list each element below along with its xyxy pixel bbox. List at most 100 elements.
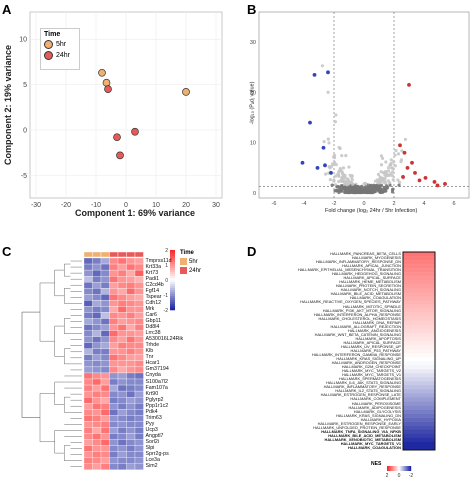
scale-tick-label: 0 [165, 278, 168, 284]
volcano-background-point [336, 172, 340, 176]
volcano-point-up [407, 82, 411, 87]
heatmap-cell [109, 378, 119, 386]
heatmap-cell [117, 276, 127, 283]
column-annotation-24hr [117, 251, 127, 258]
heatmap-cell [126, 288, 136, 295]
scale-bar-segment [170, 308, 175, 311]
heatmap-cell [100, 348, 110, 355]
volcano-point-down [329, 170, 333, 175]
heatmap-cell [134, 300, 144, 307]
heatmap-cell [92, 360, 102, 368]
gene-label: Tmprss11d [145, 257, 172, 264]
heatmap-cell [109, 457, 119, 464]
volcano-background-point [379, 190, 383, 194]
x-tick-label: -4 [302, 201, 307, 207]
nes-cell [403, 441, 435, 447]
volcano-background-point [384, 160, 388, 164]
nes-cell [403, 373, 435, 378]
heatmap-cell [126, 372, 136, 380]
heatmap-cell [126, 445, 136, 452]
nes-cell [403, 320, 435, 325]
x-tick-label: 0 [124, 202, 128, 209]
volcano-background-point [398, 180, 402, 184]
scale-bar-segment [170, 258, 175, 261]
nes-cell [403, 365, 435, 370]
heatmap-cell [83, 282, 93, 289]
volcano-background-point [324, 172, 328, 176]
heatmap-cell [134, 445, 144, 452]
heatmap-cell [100, 342, 110, 349]
heatmap-cell [109, 372, 119, 380]
heatmap-cell [83, 312, 93, 319]
pca-point-24hr [104, 85, 112, 93]
heatmap-cell [92, 457, 102, 464]
volcano-background-point [371, 187, 376, 191]
volcano-background-point [392, 160, 396, 164]
heatmap-cell [134, 409, 144, 416]
pathway-label: HALLMARK_TNFA_SIGNALING_VIA_NFKB [321, 428, 401, 434]
pathway-label: HALLMARK_HEME_METABOLISM [339, 279, 401, 285]
heatmap-cell [126, 318, 136, 325]
heatmap-cell [92, 409, 102, 416]
volcano-background-point [389, 158, 393, 162]
scale-bar-segment [170, 298, 175, 301]
heatmap-cell [109, 288, 119, 295]
scale-bar-segment [170, 294, 175, 297]
nes-cell [403, 385, 435, 390]
heatmap-cell [92, 312, 102, 319]
nes-legend-segment [406, 466, 408, 471]
nes-cell [403, 276, 435, 281]
pathway-label: HALLMARK_UNFOLDED_PROTEIN_RESPONSE [313, 424, 401, 430]
pathway-label: HALLMARK_APICAL_SURFACE [343, 275, 401, 281]
pathway-label: HALLMARK_MYC_TARGETS_V1 [342, 372, 401, 378]
volcano-background-point [383, 188, 387, 192]
volcano-background-point [376, 187, 380, 191]
nes-legend-segment [404, 466, 406, 471]
heatmap-cell [117, 294, 127, 301]
pathway-label: HALLMARK_GLYCOLYSIS [353, 408, 401, 414]
volcano-point-down [312, 72, 317, 77]
heatmap-cell [92, 288, 102, 295]
volcano-background-point [343, 180, 347, 184]
y-tick-label: 20 [250, 90, 256, 96]
volcano-background-point [390, 166, 394, 170]
volcano-background-point [379, 170, 383, 174]
heatmap-cell [126, 378, 136, 386]
volcano-background-point [353, 187, 357, 191]
heatmap-cell [126, 276, 136, 283]
panel-a: A -30 -20 -10 0 10 20 30 10 5 0 -5 Component 1: 69… [0, 0, 235, 235]
gene-label: Cdh12 [145, 299, 162, 306]
volcano-background-point [391, 170, 395, 174]
heatmap-cell [83, 294, 93, 301]
heatmap-cell [92, 300, 102, 307]
pathway-label: HALLMARK_INTERFERON_ALPHA_RESPONSE [313, 311, 401, 317]
volcano-background-point [337, 179, 341, 184]
heatmap-cell [100, 409, 110, 416]
heatmap-cell [134, 263, 144, 271]
heatmap-cell [83, 354, 93, 362]
heatmap-cell [126, 354, 136, 362]
nes-cell [403, 353, 435, 358]
scale-bar-segment [170, 280, 175, 283]
volcano-background-point [397, 183, 401, 187]
heatmap-cell [100, 318, 110, 325]
volcano-background-point [334, 174, 338, 178]
volcano-background-point [379, 179, 384, 183]
heatmap-legend-item: 24hr [180, 267, 201, 274]
heatmap-cell [83, 409, 93, 416]
pathway-label: HALLMARK_APICAL_JUNCTION [342, 263, 401, 269]
volcano-background-point [376, 180, 380, 184]
volcano-background-point [403, 137, 408, 142]
gene-label: Lrrc38 [145, 330, 161, 337]
gene-label: Krt33a [145, 263, 162, 270]
scale-tick-label: -1 [164, 293, 169, 299]
heatmap-cell [100, 282, 110, 289]
volcano-point-up [410, 160, 414, 165]
heatmap-cell [117, 300, 127, 307]
heatmap-cell [117, 306, 127, 313]
heatmap-cell [117, 312, 127, 319]
volcano-background-point [329, 164, 334, 168]
heatmap-cell [117, 257, 127, 265]
volcano-background-point [341, 166, 346, 170]
volcano-background-point [396, 178, 400, 182]
